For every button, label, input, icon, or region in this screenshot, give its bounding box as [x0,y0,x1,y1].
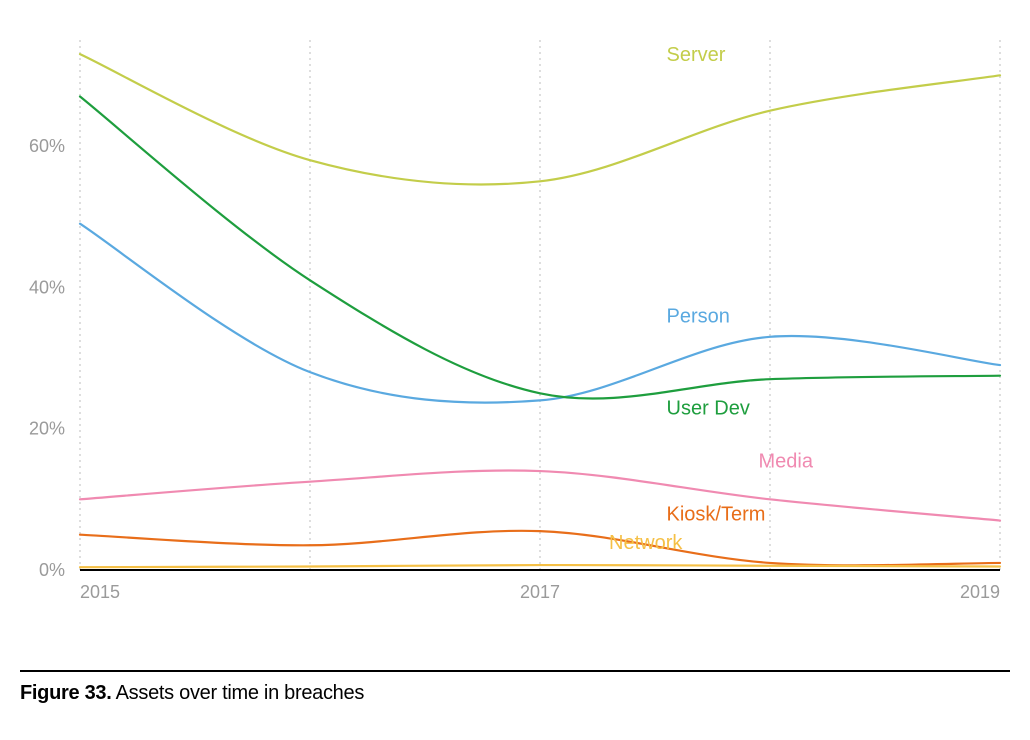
y-axis-tick-label: 0% [39,560,65,580]
series-line-network [80,565,1000,567]
series-label-user-dev: User Dev [667,398,750,420]
y-axis-tick-label: 60% [29,136,65,156]
x-axis-tick-label: 2015 [80,582,120,602]
series-label-network: Network [609,532,683,554]
line-chart-svg: 0% 20% 40% 60% 2015 2017 2019 Server Person User … [20,30,1010,630]
y-axis-tick-label: 40% [29,277,65,297]
series-label-person: Person [667,306,730,328]
series-label-media: Media [759,451,814,473]
y-axis-tick-label: 20% [29,419,65,439]
x-axis-tick-label: 2017 [520,582,560,602]
series-line-kiosk-term [80,531,1000,566]
x-axis-tick-label: 2019 [960,582,1000,602]
figure-caption: Figure 33. Assets over time in breaches [20,682,1010,705]
figure-caption-text: Assets over time in breaches [116,682,364,704]
series-label-server: Server [667,44,726,66]
caption-separator [20,670,1010,672]
series-line-media [80,470,1000,520]
figure-container: 0% 20% 40% 60% 2015 2017 2019 Server Person User … [0,0,1030,740]
figure-number: Figure 33. [20,682,111,704]
chart-area: 0% 20% 40% 60% 2015 2017 2019 Server Person User … [20,30,1010,630]
series-label-kiosk-term: Kiosk/Term [667,504,766,526]
